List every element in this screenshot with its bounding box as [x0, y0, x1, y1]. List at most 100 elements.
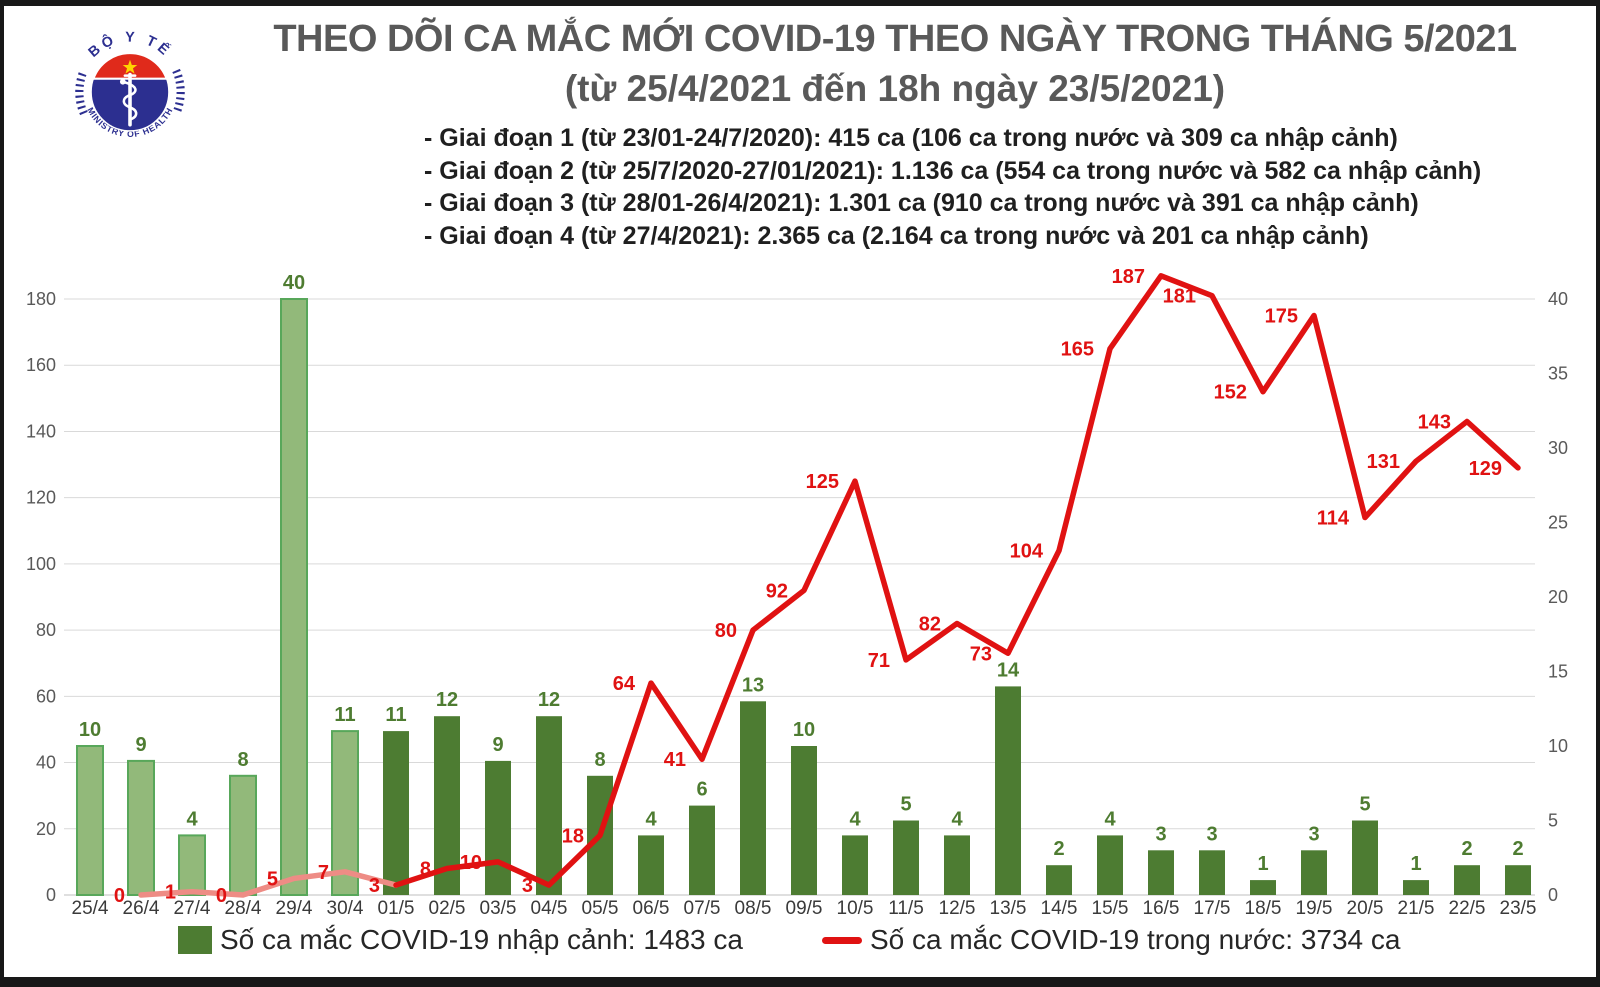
bar-04/5	[536, 716, 562, 895]
x-tick-03/5: 03/5	[480, 898, 517, 919]
x-tick-15/5: 15/5	[1092, 898, 1129, 919]
line-label-03/5: 10	[460, 852, 482, 874]
bar-label-02/5: 12	[436, 689, 458, 711]
bar-label-30/4: 11	[334, 704, 355, 726]
legend-bar-swatch-icon	[178, 926, 212, 954]
line-label-12/5: 82	[919, 613, 941, 635]
x-tick-29/4: 29/4	[276, 898, 313, 919]
bar-label-10/5: 4	[849, 808, 861, 830]
line-label-11/5: 71	[868, 650, 890, 672]
line-label-10/5: 125	[806, 471, 839, 493]
x-tick-22/5: 22/5	[1449, 898, 1486, 919]
x-tick-18/5: 18/5	[1245, 898, 1282, 919]
bar-01/5	[383, 731, 409, 895]
bar-label-23/5: 2	[1512, 838, 1523, 860]
frame-edge-right	[1596, 0, 1600, 987]
phase-4-line: - Giai đoạn 4 (từ 27/4/2021): 2.365 ca (…	[424, 221, 1369, 250]
left-axis-tick-120: 120	[26, 488, 56, 508]
line-label-07/5: 41	[664, 749, 686, 771]
bar-20/5	[1352, 820, 1378, 895]
x-tick-19/5: 19/5	[1296, 898, 1333, 919]
bar-label-11/5: 5	[900, 794, 911, 816]
right-axis-tick-20: 20	[1548, 587, 1568, 607]
x-tick-27/4: 27/4	[174, 898, 211, 919]
bar-08/5	[740, 701, 766, 895]
bar-30/4	[331, 730, 359, 896]
line-label-29/4: 5	[267, 868, 278, 890]
x-tick-20/5: 20/5	[1347, 898, 1384, 919]
bar-label-20/5: 5	[1359, 794, 1370, 816]
x-tick-01/5: 01/5	[378, 898, 415, 919]
line-label-17/5: 181	[1163, 286, 1196, 308]
phase-2-line: - Giai đoạn 2 (từ 25/7/2020-27/01/2021):…	[424, 156, 1482, 185]
phase-1-line: - Giai đoạn 1 (từ 23/01-24/7/2020): 415 …	[424, 124, 1398, 152]
right-axis-tick-25: 25	[1548, 513, 1568, 533]
x-tick-02/5: 02/5	[429, 898, 466, 919]
bar-19/5	[1301, 850, 1327, 895]
legend-item-domestic: Số ca mắc COVID-19 trong nước: 3734 ca	[822, 924, 1400, 956]
x-tick-21/5: 21/5	[1398, 898, 1435, 919]
line-label-08/5: 80	[715, 620, 737, 642]
left-axis-tick-60: 60	[36, 686, 56, 706]
bar-label-17/5: 3	[1206, 823, 1217, 845]
line-label-04/5: 3	[522, 875, 533, 897]
x-tick-17/5: 17/5	[1194, 898, 1231, 919]
bar-label-03/5: 9	[492, 734, 503, 756]
right-axis-tick-0: 0	[1548, 885, 1558, 905]
right-axis-tick-30: 30	[1548, 438, 1568, 458]
left-axis-tick-20: 20	[36, 819, 56, 839]
x-tick-28/4: 28/4	[225, 898, 262, 919]
bar-label-08/5: 13	[742, 674, 764, 696]
x-tick-05/5: 05/5	[582, 898, 619, 919]
title-block: THEO DÕI CA MẮC MỚI COVID-19 THEO NGÀY T…	[230, 14, 1560, 114]
line-label-13/5: 73	[970, 643, 992, 665]
bar-22/5	[1454, 865, 1480, 895]
bar-21/5	[1403, 880, 1429, 895]
left-axis-tick-160: 160	[26, 355, 56, 375]
bar-10/5	[842, 835, 868, 895]
legend-imported-label: Số ca mắc COVID-19 nhập cảnh: 1483 ca	[220, 924, 743, 955]
line-label-30/4: 7	[318, 862, 329, 884]
legend-line-swatch-icon	[822, 936, 862, 944]
line-label-15/5: 165	[1061, 339, 1094, 361]
line-label-28/4: 0	[216, 885, 227, 907]
bar-label-16/5: 3	[1155, 823, 1166, 845]
bar-28/4	[229, 774, 257, 896]
bar-label-29/4: 40	[283, 272, 305, 294]
bar-label-12/5: 4	[951, 808, 963, 830]
page-title: THEO DÕI CA MẮC MỚI COVID-19 THEO NGÀY T…	[273, 18, 1517, 60]
x-tick-25/4: 25/4	[72, 898, 109, 919]
bar-label-21/5: 1	[1410, 853, 1421, 875]
bar-06/5	[638, 835, 664, 895]
phase-3-line: - Giai đoạn 3 (từ 28/01-26/4/2021): 1.30…	[424, 189, 1419, 217]
bar-11/5	[893, 820, 919, 895]
line-label-21/5: 131	[1367, 451, 1400, 473]
left-axis-tick-100: 100	[26, 554, 56, 574]
legend-domestic-label: Số ca mắc COVID-19 trong nước: 3734 ca	[870, 924, 1401, 955]
bar-26/4	[127, 759, 155, 897]
line-label-18/5: 152	[1214, 382, 1247, 404]
bar-label-28/4: 8	[237, 749, 248, 771]
frame-edge-bottom	[0, 977, 1600, 987]
bar-label-05/5: 8	[594, 749, 605, 771]
bar-label-18/5: 1	[1257, 853, 1268, 875]
page-subtitle: (từ 25/4/2021 đến 18h ngày 23/5/2021)	[564, 68, 1226, 109]
line-label-09/5: 92	[766, 580, 788, 602]
bar-label-14/5: 2	[1053, 838, 1064, 860]
bar-label-15/5: 4	[1104, 808, 1116, 830]
domestic-line-april	[138, 869, 399, 898]
line-label-19/5: 175	[1265, 306, 1298, 328]
x-tick-06/5: 06/5	[633, 898, 670, 919]
bar-label-01/5: 11	[385, 704, 406, 726]
frame-edge-top	[0, 0, 1600, 6]
x-tick-10/5: 10/5	[837, 898, 874, 919]
bar-09/5	[791, 746, 817, 895]
bar-label-19/5: 3	[1308, 823, 1319, 845]
bar-label-22/5: 2	[1461, 838, 1472, 860]
line-label-14/5: 104	[1010, 541, 1044, 563]
left-axis-tick-180: 180	[26, 289, 56, 309]
logo-star-icon	[122, 59, 138, 74]
bar-label-09/5: 10	[793, 719, 815, 741]
line-label-01/5: 3	[369, 875, 380, 897]
